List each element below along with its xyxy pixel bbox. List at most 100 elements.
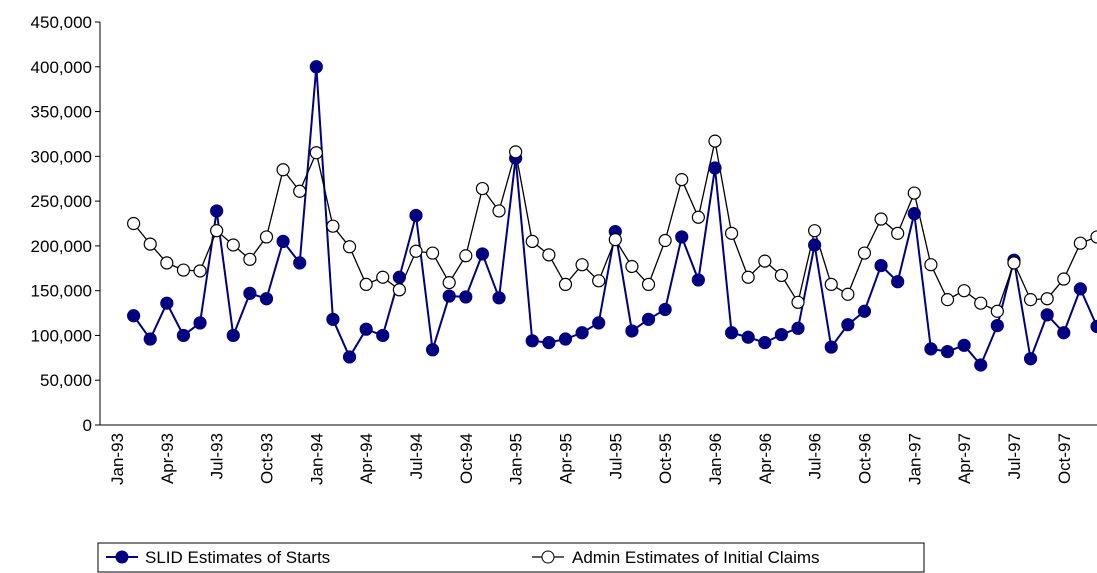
data-point [957, 284, 971, 298]
data-point [791, 321, 805, 335]
data-point [724, 226, 739, 240]
data-point [425, 246, 440, 260]
x-tick-label: Apr-96 [756, 433, 775, 484]
x-tick-label: Apr-97 [955, 433, 974, 484]
data-point [1073, 236, 1087, 250]
data-point [857, 246, 872, 260]
data-point [509, 145, 523, 159]
data-point [392, 283, 406, 297]
x-tick-label: Jul-93 [208, 433, 227, 479]
x-tick-label: Jan-96 [706, 433, 725, 485]
data-point [924, 342, 938, 356]
data-point [1073, 282, 1087, 296]
data-point [459, 290, 473, 304]
x-tick-label: Oct-96 [855, 433, 874, 484]
data-point [891, 275, 905, 289]
x-tick-label: Oct-94 [457, 433, 476, 484]
data-point [592, 274, 606, 288]
data-point [276, 234, 290, 249]
data-point [259, 292, 274, 306]
series-line [132, 66, 1097, 367]
x-tick-label: Oct-97 [1055, 433, 1074, 484]
data-point [575, 326, 589, 340]
data-point [376, 328, 390, 343]
data-point [857, 304, 872, 318]
data-point [774, 268, 789, 283]
data-point [293, 184, 307, 198]
data-point [741, 270, 755, 284]
data-point [924, 258, 938, 272]
data-point [974, 296, 988, 310]
data-point [376, 270, 390, 284]
data-point [891, 226, 905, 240]
data-point [442, 289, 456, 303]
data-point [326, 312, 340, 326]
data-point [210, 204, 224, 218]
x-tick-label: Apr-95 [556, 433, 575, 484]
data-point [808, 238, 822, 252]
data-point [625, 324, 639, 338]
data-point [293, 256, 307, 270]
data-point [1023, 352, 1038, 366]
data-point [990, 304, 1004, 318]
data-point [874, 212, 888, 226]
data-point [226, 238, 240, 252]
data-point [409, 208, 423, 223]
data-point [575, 258, 589, 272]
data-point [791, 295, 805, 309]
data-point [940, 293, 955, 307]
data-point [1090, 319, 1097, 334]
data-point [359, 322, 373, 336]
data-point [691, 210, 705, 224]
data-point [492, 291, 506, 305]
data-point [259, 230, 274, 244]
data-point [907, 186, 921, 200]
data-point [658, 302, 672, 317]
x-tick-label: Oct-95 [656, 433, 675, 484]
data-point [542, 248, 556, 262]
data-point [675, 230, 689, 244]
data-point [1057, 326, 1071, 340]
x-tick-label: Jul-97 [1005, 433, 1024, 479]
data-point [342, 240, 357, 254]
data-point [243, 286, 257, 300]
x-tick-label: Jan-93 [108, 433, 127, 485]
data-point [641, 312, 656, 326]
x-tick-label: Jan-94 [307, 433, 326, 485]
data-point [708, 161, 722, 175]
y-tick-label: 150,000 [31, 282, 92, 301]
data-point [160, 256, 174, 270]
x-tick-label: Jan-97 [905, 433, 924, 485]
legend-label: Admin Estimates of Initial Claims [572, 548, 820, 567]
data-point [824, 277, 838, 291]
data-point [741, 330, 755, 344]
data-point [641, 277, 656, 291]
data-point [160, 296, 174, 310]
data-point [193, 264, 207, 278]
legend-label: SLID Estimates of Starts [145, 548, 330, 567]
data-point [392, 270, 406, 284]
data-point [226, 328, 240, 343]
data-point [608, 233, 622, 247]
data-point [1040, 308, 1054, 322]
data-point [127, 309, 141, 323]
y-tick-label: 50,000 [40, 371, 92, 390]
y-tick-label: 400,000 [31, 58, 92, 77]
data-point [309, 146, 323, 160]
x-tick-label: Apr-93 [158, 433, 177, 484]
data-point [724, 326, 739, 340]
data-point [442, 276, 456, 290]
x-tick-label: Jul-95 [606, 433, 625, 479]
data-point [808, 224, 822, 238]
legend-box [97, 542, 925, 573]
data-point [774, 327, 789, 342]
x-tick-label: Jul-94 [407, 433, 426, 479]
data-point [143, 332, 157, 346]
data-point [176, 328, 191, 343]
data-point [127, 216, 141, 231]
x-tick-label: Apr-94 [357, 433, 376, 484]
legend-marker [541, 550, 555, 564]
y-tick-label: 450,000 [31, 13, 92, 32]
y-tick-label: 250,000 [31, 192, 92, 211]
